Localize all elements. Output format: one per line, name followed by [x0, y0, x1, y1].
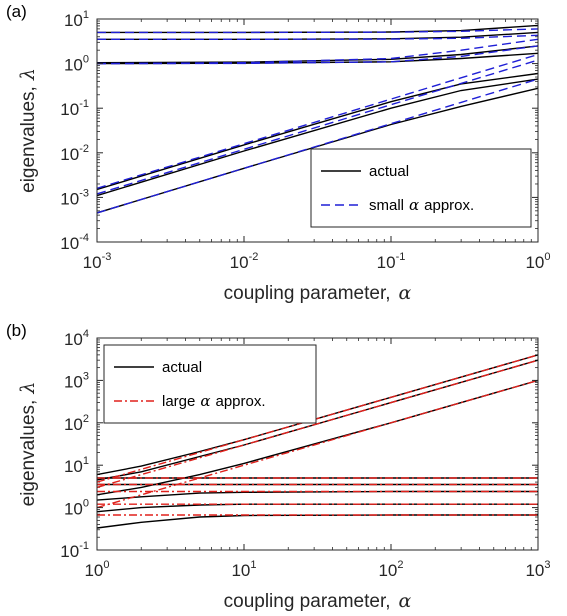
series-line-approx-10 [97, 45, 538, 65]
series-line-actual-5 [97, 78, 538, 197]
series-line-actual-6 [97, 503, 538, 513]
series-line-actual-4 [97, 72, 538, 191]
series-line-approx-10 [97, 379, 538, 509]
y-tick-label: 100 [64, 498, 89, 519]
x-tick-label: 101 [231, 559, 256, 580]
chart-panel-a: 10-3 10-2 10-1 10010-410-310-210-1100101cou… [6, 2, 551, 304]
legend-box [310, 148, 532, 228]
x-tick-label: 10-3 [83, 251, 112, 272]
series-line-actual-0 [97, 24, 538, 34]
legend-label-0: actual [162, 359, 202, 376]
x-tick-label: 10-2 [230, 251, 259, 272]
series-line-approx-9 [97, 359, 538, 489]
series-line-actual-7 [97, 514, 538, 529]
series-line-approx-9 [97, 38, 538, 65]
y-tick-label: 101 [64, 455, 89, 476]
x-axis-label: coupling parameter, α [224, 590, 412, 612]
x-tick-label: 102 [378, 559, 403, 580]
panel-label: (a) [6, 2, 27, 21]
legend: actual small α approx. [310, 148, 532, 228]
x-tick-label: 10-1 [377, 251, 406, 272]
series-group [97, 24, 538, 214]
legend-label-1: small α approx. [369, 196, 474, 214]
series-line-actual-5 [97, 490, 538, 501]
x-tick-label: 103 [525, 559, 550, 580]
y-tick-label: 10-2 [60, 143, 89, 164]
series-line-approx-7 [97, 28, 538, 34]
series-line-approx-8 [97, 354, 538, 483]
chart-panel-b: 100 101 102 10310-1100101102103104coupling … [6, 321, 551, 612]
series-group [97, 354, 538, 529]
y-tick-label: 103 [64, 370, 89, 391]
y-tick-label: 10-1 [60, 98, 89, 119]
series-line-approx-8 [97, 34, 538, 40]
x-tick-label: 100 [84, 559, 109, 580]
y-tick-label: 100 [64, 54, 89, 75]
y-tick-label: 10-4 [60, 232, 89, 253]
y-tick-label: 101 [64, 9, 89, 30]
y-tick-label: 10-3 [60, 187, 89, 208]
y-tick-label: 104 [64, 328, 89, 349]
series-line-actual-1 [97, 31, 538, 40]
legend-label-0: actual [369, 163, 409, 180]
y-tick-label: 102 [64, 413, 89, 434]
legend-box [103, 344, 317, 424]
series-line-approx-11 [97, 53, 538, 189]
y-axis-label: eigenvalues,λ [17, 382, 39, 507]
series-line-approx-13 [97, 78, 538, 214]
x-axis-label: coupling parameter, α [224, 282, 412, 304]
axes-box [96, 18, 539, 243]
legend-label-1: large α approx. [162, 392, 266, 410]
series-line-approx-12 [97, 59, 538, 195]
x-tick-label: 100 [525, 251, 550, 272]
y-axis-label: eigenvalues,λ [17, 68, 39, 193]
panel-label: (b) [6, 321, 27, 340]
series-line-actual-2 [97, 45, 538, 64]
legend: actual large α approx. [103, 344, 317, 424]
y-tick-label: 10-1 [60, 540, 89, 561]
axes-box [96, 337, 539, 551]
